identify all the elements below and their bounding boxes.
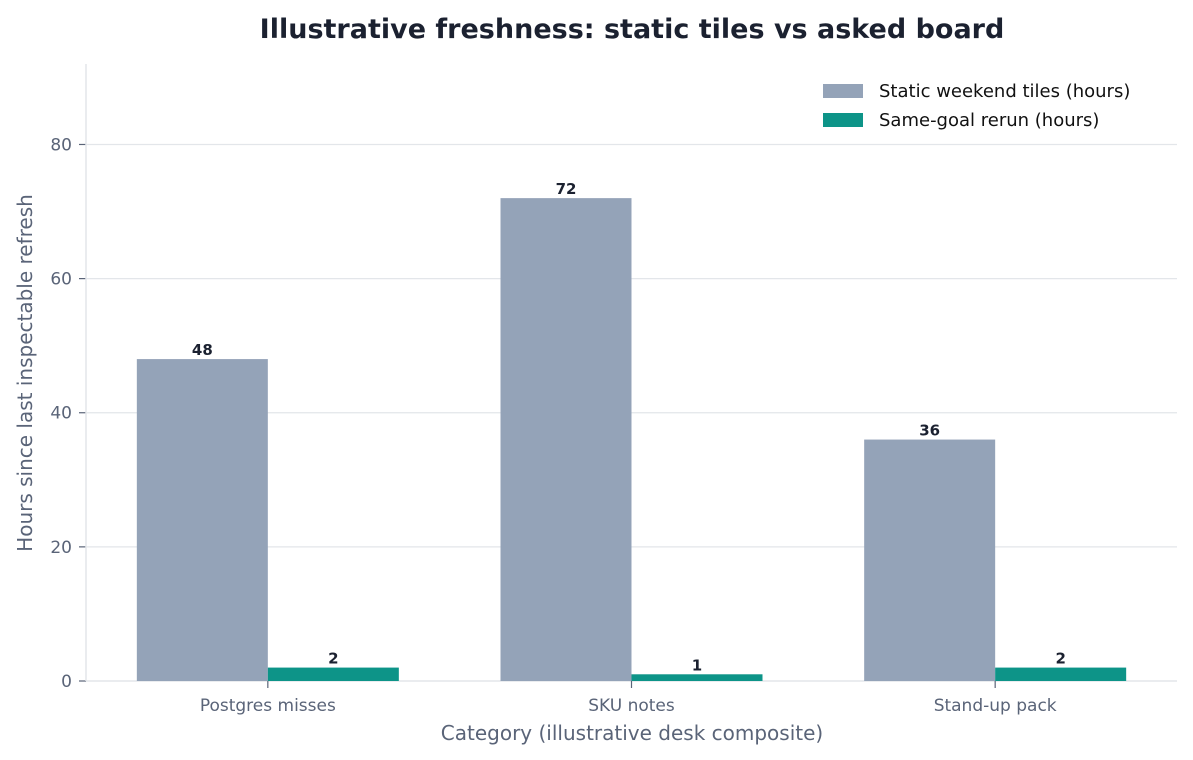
bar-value-label: 48 bbox=[192, 341, 213, 359]
bar-static bbox=[500, 198, 632, 681]
bar-value-label: 2 bbox=[328, 650, 338, 668]
y-tick-label: 0 bbox=[61, 672, 72, 692]
y-tick-label: 80 bbox=[50, 135, 72, 155]
bar-rerun bbox=[631, 674, 763, 681]
legend-swatch bbox=[823, 84, 863, 98]
bar-rerun bbox=[995, 667, 1127, 681]
y-tick-label: 20 bbox=[50, 538, 72, 558]
y-tick-label: 40 bbox=[50, 404, 72, 424]
x-axis-label: Category (illustrative desk composite) bbox=[441, 721, 823, 745]
bar-static bbox=[864, 439, 996, 681]
bar-value-label: 2 bbox=[1055, 650, 1065, 668]
legend: Static weekend tiles (hours) Same-goal re… bbox=[823, 81, 1130, 131]
legend-label: Same-goal rerun (hours) bbox=[879, 110, 1099, 131]
bar-value-label: 72 bbox=[556, 180, 577, 198]
legend-label: Static weekend tiles (hours) bbox=[879, 81, 1130, 102]
bars bbox=[136, 198, 1127, 681]
y-axis-label: Hours since last inspectable refresh bbox=[13, 194, 37, 552]
x-tick-label: Postgres misses bbox=[200, 696, 336, 716]
bar-value-label: 36 bbox=[919, 422, 940, 440]
bar-value-label: 1 bbox=[692, 656, 702, 674]
bar-static bbox=[136, 359, 268, 681]
bar-rerun bbox=[267, 667, 399, 681]
data-labels: 48 2 72 1 36 2 bbox=[192, 180, 1066, 674]
chart-title: Illustrative freshness: static tiles vs … bbox=[260, 14, 1005, 45]
y-tick-label: 60 bbox=[50, 270, 72, 290]
legend-swatch bbox=[823, 113, 863, 127]
x-tick-label: Stand-up pack bbox=[934, 696, 1057, 716]
x-tick-label: SKU notes bbox=[588, 696, 675, 716]
